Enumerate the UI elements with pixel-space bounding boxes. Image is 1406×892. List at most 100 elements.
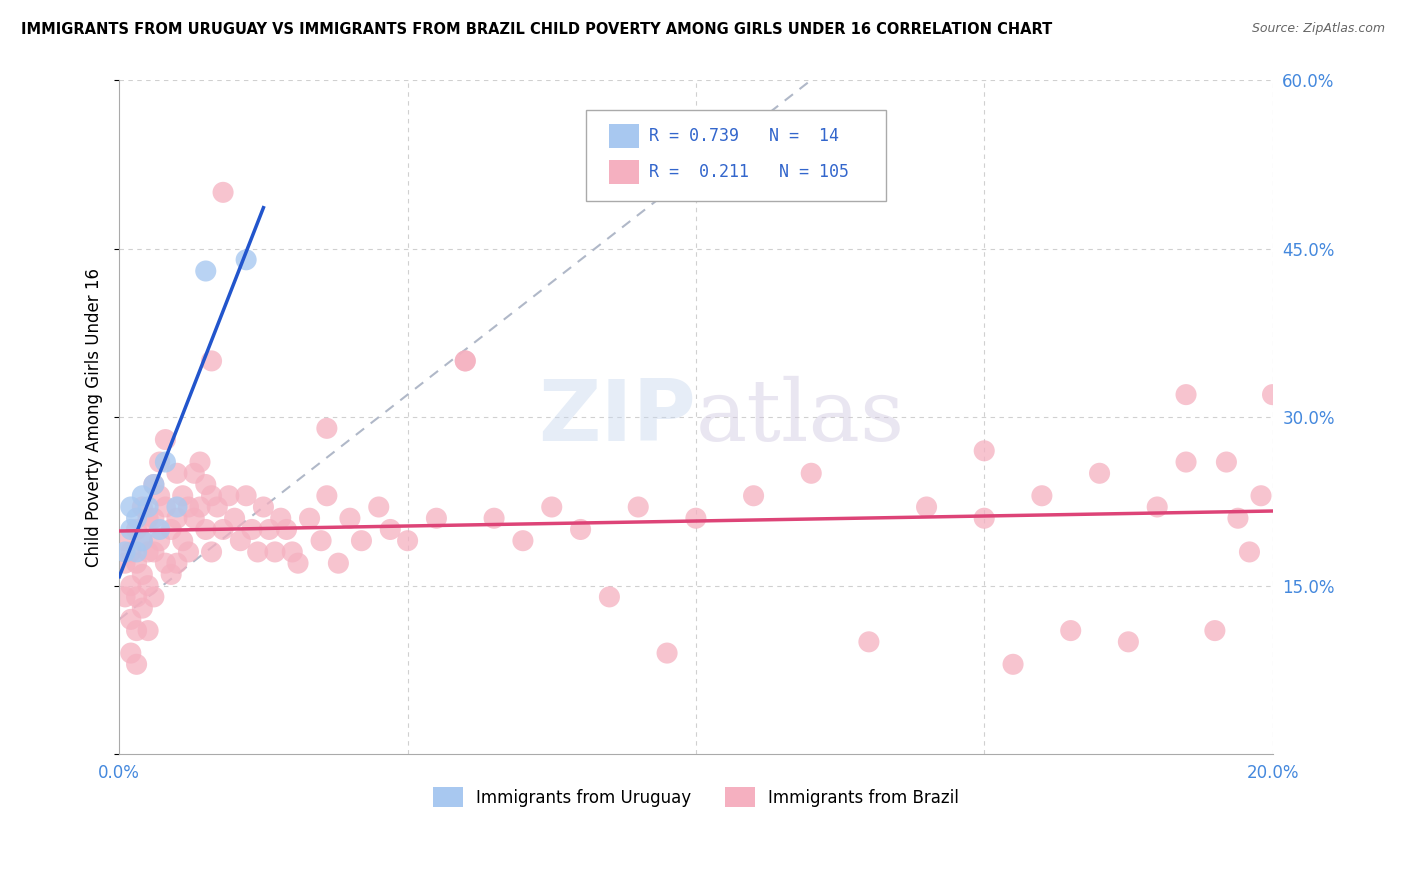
Point (315, 489, 337, 503)
Point (125, 523, 148, 537)
Point (396, 533, 419, 548)
Point (235, 489, 257, 503)
Point (155, 556, 177, 570)
Point (339, 511, 361, 525)
Point (120, 646, 142, 660)
Point (380, 523, 402, 537)
Point (160, 567, 183, 582)
Point (264, 545, 287, 559)
Point (120, 612, 142, 626)
Point (1088, 467, 1111, 481)
Point (200, 489, 222, 503)
Point (200, 354, 222, 368)
FancyBboxPatch shape (586, 111, 886, 202)
Point (328, 556, 350, 570)
Point (120, 523, 142, 537)
Point (136, 624, 159, 638)
Point (224, 511, 246, 525)
Point (425, 511, 447, 525)
Point (120, 545, 142, 559)
Point (177, 500, 200, 514)
Point (188, 455, 211, 469)
Point (212, 186, 235, 200)
FancyBboxPatch shape (609, 161, 640, 185)
Point (188, 500, 211, 514)
Point (136, 500, 159, 514)
Point (149, 489, 172, 503)
Point (149, 455, 172, 469)
Point (287, 556, 309, 570)
Point (142, 545, 165, 559)
Point (350, 533, 373, 548)
Point (246, 545, 269, 559)
Point (367, 500, 389, 514)
Point (1204, 624, 1226, 638)
Point (114, 590, 136, 604)
Point (655, 646, 678, 660)
Point (315, 421, 337, 435)
Point (1226, 511, 1249, 525)
Point (114, 545, 136, 559)
Point (1146, 500, 1168, 514)
Point (136, 545, 159, 559)
Point (218, 489, 240, 503)
Point (281, 545, 304, 559)
Text: IMMIGRANTS FROM URUGUAY VS IMMIGRANTS FROM BRAZIL CHILD POVERTY AMONG GIRLS UNDE: IMMIGRANTS FROM URUGUAY VS IMMIGRANTS FR… (21, 22, 1052, 37)
Point (1175, 455, 1198, 469)
Point (166, 500, 188, 514)
Point (166, 511, 188, 525)
Point (252, 500, 274, 514)
FancyBboxPatch shape (609, 124, 640, 148)
Point (142, 477, 165, 491)
Point (194, 477, 217, 491)
Point (125, 511, 148, 525)
Point (240, 523, 263, 537)
Point (858, 635, 880, 649)
Point (114, 556, 136, 570)
Point (298, 511, 321, 525)
Point (155, 433, 177, 447)
Point (136, 511, 159, 525)
Point (973, 511, 995, 525)
Text: R =  0.211   N = 105: R = 0.211 N = 105 (648, 163, 849, 181)
Text: R = 0.739   N =  14: R = 0.739 N = 14 (648, 127, 838, 145)
Point (136, 579, 159, 593)
Point (142, 590, 165, 604)
Point (172, 489, 194, 503)
Point (1261, 387, 1284, 401)
Point (177, 545, 200, 559)
Point (627, 500, 650, 514)
Point (131, 533, 153, 548)
Point (1060, 624, 1083, 638)
Text: ZIP: ZIP (538, 376, 696, 458)
Point (166, 556, 188, 570)
Point (270, 511, 292, 525)
Point (1118, 635, 1140, 649)
Point (160, 523, 183, 537)
Point (569, 523, 592, 537)
Point (131, 567, 153, 582)
Point (155, 455, 177, 469)
Point (1002, 657, 1025, 672)
Point (235, 252, 257, 267)
Point (172, 533, 194, 548)
Point (685, 511, 707, 525)
Point (1239, 545, 1261, 559)
Point (1250, 489, 1272, 503)
Point (276, 523, 298, 537)
Point (194, 264, 217, 278)
Point (207, 500, 229, 514)
Legend: Immigrants from Uruguay, Immigrants from Brazil: Immigrants from Uruguay, Immigrants from… (426, 780, 966, 814)
Point (482, 511, 505, 525)
Point (149, 523, 172, 537)
Point (125, 545, 148, 559)
Point (131, 489, 153, 503)
Point (540, 500, 562, 514)
Point (125, 657, 148, 672)
Text: atlas: atlas (696, 376, 905, 458)
Point (120, 500, 142, 514)
Point (454, 354, 477, 368)
Point (598, 590, 620, 604)
Point (512, 533, 534, 548)
Point (800, 467, 823, 481)
